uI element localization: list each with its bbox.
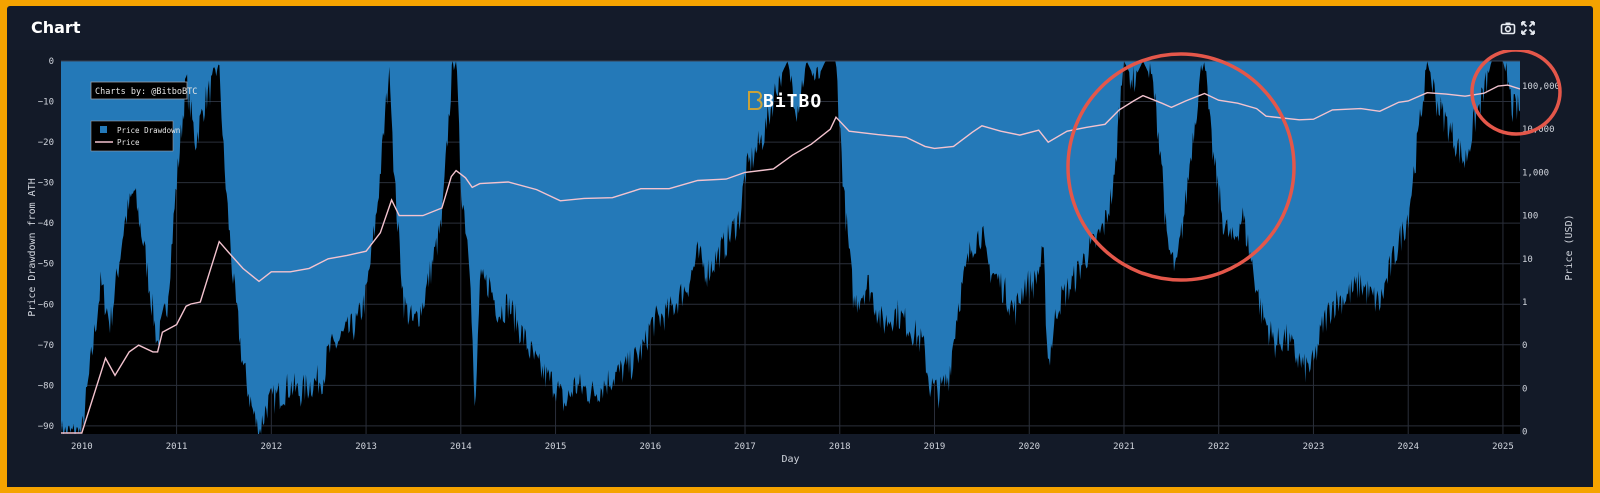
x-tick-label: 2024 — [1397, 442, 1419, 452]
y-right-tick-label: 1,000 — [1522, 168, 1549, 178]
y-left-tick-label: 0 — [49, 57, 54, 67]
y-left-tick-label: −60 — [38, 300, 54, 310]
bitbo-watermark: BiTBO — [748, 91, 822, 112]
legend-swatch-drawdown — [100, 126, 107, 133]
credit-box: Charts by: @BitboBTC — [90, 81, 197, 100]
camera-icon[interactable] — [1500, 20, 1516, 36]
plot-wrap: 0 −10 −20 −30 −40 −50 −60 −70 −80 −90 100,000 10,00… — [7, 48, 1593, 487]
legend-label-drawdown: Price Drawdown — [117, 126, 180, 135]
x-tick-label: 2015 — [545, 442, 567, 452]
y-right-tick-label: 1 — [1522, 298, 1527, 308]
bitbo-logo-icon — [748, 91, 763, 110]
y-right-tick-label: 0 — [1522, 384, 1527, 394]
y-right-tick-label: 0 — [1522, 428, 1527, 438]
x-tick-label: 2014 — [450, 442, 472, 452]
legend: Price Drawdown Price — [90, 120, 180, 152]
y-left-axis-title: Price Drawdown from ATH — [27, 178, 38, 316]
y-left-tick-label: −20 — [38, 138, 54, 148]
price-line — [61, 84, 1520, 434]
y-left-tick-label: −50 — [38, 260, 54, 270]
x-tick-label: 2013 — [355, 442, 377, 452]
x-tick-label: 2017 — [734, 442, 756, 452]
y-left-tick-label: −80 — [38, 381, 54, 391]
y-left-tick-label: −90 — [38, 422, 54, 432]
y-left-tick-label: −10 — [38, 98, 54, 108]
x-tick-label: 2020 — [1018, 442, 1040, 452]
x-tick-label: 2018 — [829, 442, 851, 452]
credit-border — [90, 81, 188, 100]
y-left-tick-label: −40 — [38, 219, 54, 229]
drawdown-chart: 0−10−20−30−40−50−60−70−80−90100,00010,00… — [27, 48, 1575, 465]
chart-frame: Chart 0 −10 −20 −30 −40 −50 −60 −70 −80 −90 100,00… — [7, 6, 1593, 487]
x-tick-label: 2021 — [1113, 442, 1135, 452]
expand-icon[interactable] — [1520, 20, 1536, 36]
x-tick-label: 2010 — [71, 442, 93, 452]
x-tick-label: 2011 — [166, 442, 188, 452]
x-tick-label: 2025 — [1492, 442, 1514, 452]
chart-panel-title: Chart — [31, 18, 81, 37]
y-left-tick-label: −70 — [38, 341, 54, 351]
x-tick-label: 2016 — [639, 442, 661, 452]
x-tick-label: 2012 — [260, 442, 282, 452]
x-tick-label: 2023 — [1303, 442, 1325, 452]
y-right-tick-label: 100 — [1522, 212, 1538, 222]
x-tick-label: 2022 — [1208, 442, 1230, 452]
y-left-tick-label: −30 — [38, 179, 54, 189]
x-tick-label: 2019 — [924, 442, 946, 452]
y-right-tick-label: 100,000 — [1522, 82, 1560, 92]
annotation-circle-2025 — [1470, 48, 1562, 136]
x-axis-title: Day — [781, 454, 799, 465]
y-right-axis-title: Price (USD) — [1564, 214, 1575, 280]
y-right-tick-label: 10 — [1522, 255, 1533, 265]
y-right-tick-label: 0 — [1522, 341, 1527, 351]
credit-text: Charts by: @BitboBTC — [95, 87, 197, 97]
annotation-circle-2021-cycle — [1066, 52, 1296, 282]
watermark-text: BiTBO — [763, 91, 822, 112]
chart-header: Chart — [7, 6, 1593, 50]
drawdown-area — [61, 61, 1520, 434]
legend-label-price: Price — [117, 138, 140, 147]
